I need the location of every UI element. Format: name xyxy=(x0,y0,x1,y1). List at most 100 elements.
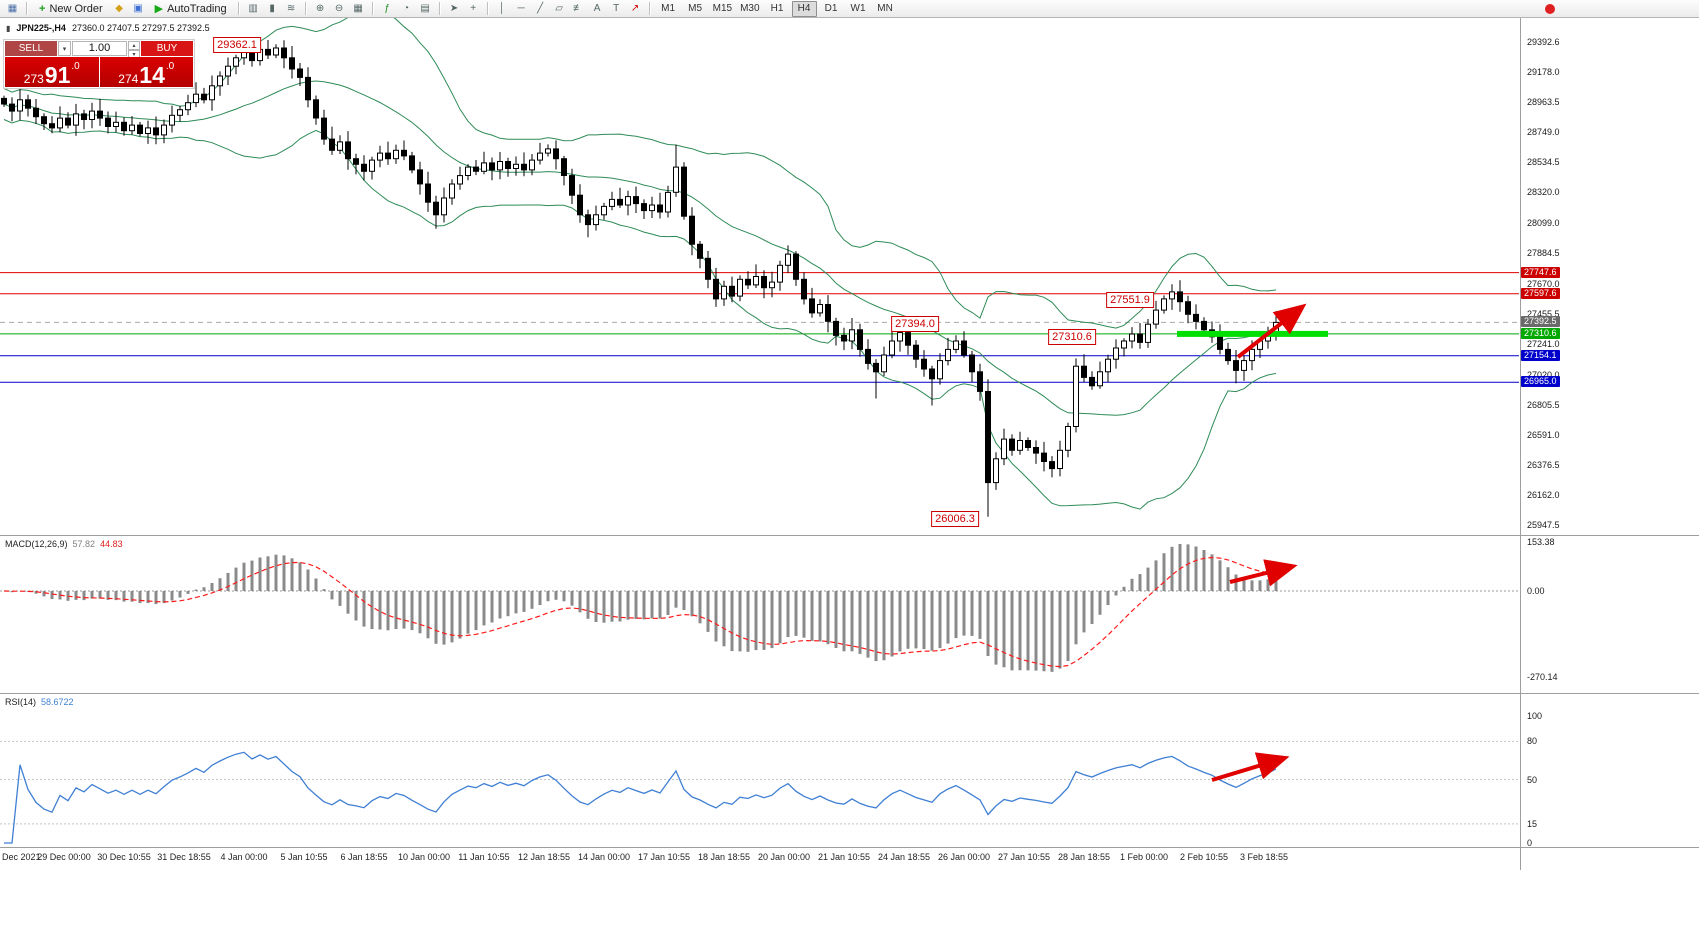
rsi-line xyxy=(4,751,1277,844)
price-tick-label: 25947.5 xyxy=(1527,520,1560,530)
time-axis-label: 31 Dec 18:55 xyxy=(157,852,211,862)
macd-canvas[interactable] xyxy=(0,536,1521,693)
sell-price-display[interactable]: 273 91 .0 xyxy=(5,57,99,87)
time-axis-label: 20 Jan 00:00 xyxy=(757,852,811,862)
market-watch-icon[interactable]: ▣ xyxy=(133,3,143,14)
price-callout[interactable]: 27551.9 xyxy=(1106,292,1154,308)
timeframe-mn[interactable]: MN xyxy=(877,2,893,14)
price-callout[interactable]: 29362.1 xyxy=(213,37,261,53)
clock-icon[interactable]: ◔ xyxy=(403,3,410,14)
macd-signal-value: 44.83 xyxy=(100,539,123,549)
channel-tool-icon[interactable]: ▱ xyxy=(555,3,563,14)
trend-arrow[interactable] xyxy=(1211,752,1290,782)
bar-chart-icon[interactable]: ▥ xyxy=(248,3,258,14)
price-tick-label: 27241.0 xyxy=(1527,339,1560,349)
macd-label: MACD(12,26,9) 57.82 44.83 xyxy=(5,539,123,549)
toolbar-separator xyxy=(648,2,651,15)
timeframe-m15[interactable]: M15 xyxy=(712,2,733,14)
trendline-tool-icon[interactable]: ╱ xyxy=(537,3,544,14)
arrows-tool-icon[interactable]: ↗ xyxy=(630,3,640,14)
autotrading-label: AutoTrading xyxy=(167,2,227,15)
timeframe-m5[interactable]: M5 xyxy=(688,2,703,14)
time-axis-label: 3 Feb 18:55 xyxy=(1239,852,1289,862)
zoom-in-icon[interactable]: ⊕ xyxy=(315,3,325,14)
time-axis-label: Dec 2021 xyxy=(2,852,41,862)
timeframe-h1[interactable]: H1 xyxy=(770,2,784,14)
volume-stepper[interactable]: ▴ ▾ xyxy=(128,41,140,59)
toolbar-separator xyxy=(304,2,307,15)
cursor-icon[interactable]: ➤ xyxy=(449,3,459,14)
macd-axis: 153.38 0.00 -270.14 xyxy=(1521,536,1699,693)
time-axis-label: 17 Jan 10:55 xyxy=(637,852,691,862)
price-tick-label: 26376.5 xyxy=(1527,460,1560,470)
text-tool-icon[interactable]: A xyxy=(593,3,601,14)
indicators-icon[interactable]: ƒ xyxy=(384,3,390,14)
macd-main-value: 57.82 xyxy=(72,539,96,549)
price-callout[interactable]: 27394.0 xyxy=(891,316,939,332)
price-tick-label: 28749.0 xyxy=(1527,127,1560,137)
label-tool-icon[interactable]: T xyxy=(613,3,620,14)
time-axis-label: 21 Jan 10:55 xyxy=(817,852,871,862)
templates-icon[interactable]: ▤ xyxy=(420,3,430,14)
tile-windows-icon[interactable]: ▦ xyxy=(353,3,363,14)
horizontal-line-tool-icon[interactable]: ─ xyxy=(517,3,525,14)
rsi-canvas[interactable] xyxy=(0,694,1521,847)
chart-window: ▮ JPN225-,H4 27360.0 27407.5 27297.5 273… xyxy=(0,8,1699,938)
buy-button[interactable]: BUY xyxy=(141,41,193,56)
sell-price-fraction: .0 xyxy=(71,61,80,72)
time-axis-label: 10 Jan 00:00 xyxy=(397,852,451,862)
timeframe-m30[interactable]: M30 xyxy=(740,2,760,14)
candlestick-chart-icon[interactable]: ▮ xyxy=(269,3,275,14)
time-axis-label: 27 Jan 10:55 xyxy=(997,852,1051,862)
autotrading-button[interactable]: ▶ AutoTrading xyxy=(149,1,233,16)
buy-price-big-digits: 14 xyxy=(139,62,165,89)
time-axis-label: 26 Jan 00:00 xyxy=(937,852,991,862)
price-tick-label: 26805.5 xyxy=(1527,400,1560,410)
notification-icon[interactable] xyxy=(1545,3,1555,14)
new-order-button[interactable]: + New Order xyxy=(33,1,109,16)
sell-button[interactable]: SELL xyxy=(5,41,57,56)
crosshair-icon[interactable]: + xyxy=(470,3,477,14)
timeframe-m1[interactable]: M1 xyxy=(661,2,676,14)
symbol-title: JPN225-,H4 xyxy=(16,23,66,33)
price-chart-canvas[interactable] xyxy=(0,8,1521,535)
trend-arrow[interactable] xyxy=(1229,559,1298,587)
volume-input[interactable]: 1.00 xyxy=(72,41,127,56)
macd-tick-label: -270.14 xyxy=(1527,672,1558,682)
macd-tick-label: 0.00 xyxy=(1527,586,1545,596)
autotrading-play-icon: ▶ xyxy=(154,3,164,15)
time-axis-label: 14 Jan 00:00 xyxy=(577,852,631,862)
price-callout[interactable]: 27310.6 xyxy=(1048,329,1096,345)
volume-dropdown[interactable]: ▾ xyxy=(58,41,71,56)
zoom-out-icon[interactable]: ⊖ xyxy=(334,3,344,14)
support-zone-line[interactable] xyxy=(1177,330,1328,337)
toolbar-separator xyxy=(371,2,374,15)
time-axis-label: 28 Jan 18:55 xyxy=(1057,852,1111,862)
chart-icon: ▮ xyxy=(6,23,11,33)
expert-advisors-icon[interactable]: ◆ xyxy=(115,3,123,14)
buy-price-fraction: .0 xyxy=(165,61,175,72)
timeframe-h4[interactable]: H4 xyxy=(791,0,817,17)
price-tick-label: 27455.5 xyxy=(1527,309,1560,319)
toolbar-separator xyxy=(438,2,441,15)
toolbar-separator xyxy=(486,2,489,15)
fibonacci-tool-icon[interactable]: ≢ xyxy=(573,3,584,14)
line-chart-icon[interactable]: ≋ xyxy=(286,3,296,14)
toolbar-separator xyxy=(26,2,28,15)
vertical-line-tool-icon[interactable]: │ xyxy=(499,3,506,14)
horizontal-level-lines[interactable] xyxy=(0,272,1519,383)
price-tick-label: 28320.0 xyxy=(1527,187,1560,197)
trend-arrow[interactable] xyxy=(1236,303,1307,359)
chart-window-icon[interactable]: ▦ xyxy=(7,3,18,14)
time-axis-label: 2 Feb 10:55 xyxy=(1179,852,1229,862)
price-level-label: 27747.6 xyxy=(1521,267,1560,278)
timeframe-d1[interactable]: D1 xyxy=(824,2,838,14)
volume-up-icon[interactable]: ▴ xyxy=(128,41,140,50)
time-axis[interactable]: Dec 2021 29 Dec 00:00 30 Dec 10:55 31 Dec 1… xyxy=(0,848,1699,870)
buy-price-display[interactable]: 274 14 .0 xyxy=(99,57,193,89)
axis-separator-line xyxy=(1520,18,1521,870)
price-tick-label: 26162.0 xyxy=(1527,490,1560,500)
price-tick-label: 29178.0 xyxy=(1527,67,1560,77)
price-callout[interactable]: 26006.3 xyxy=(931,511,979,527)
timeframe-w1[interactable]: W1 xyxy=(850,2,866,14)
